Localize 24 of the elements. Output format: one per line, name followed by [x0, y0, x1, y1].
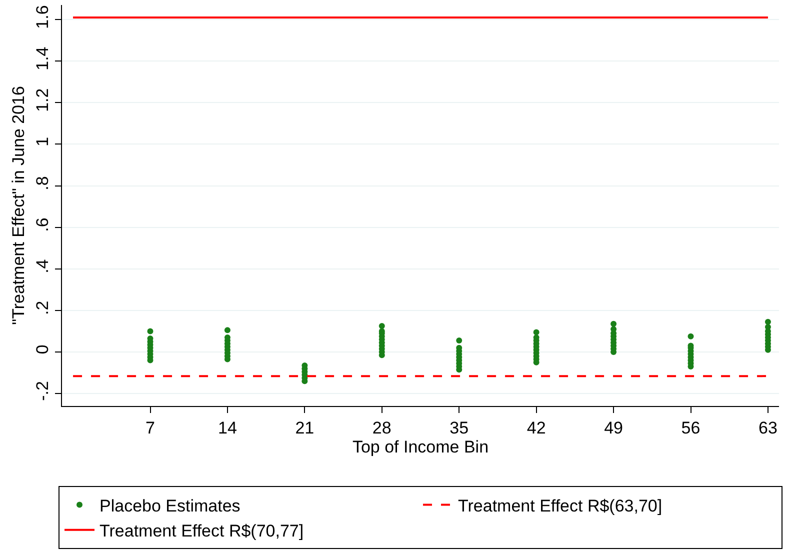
y-tick-label: .4 [33, 259, 52, 274]
y-tick-label: .2 [33, 300, 52, 315]
y-tick-label: 1.4 [33, 46, 52, 70]
x-tick-label: 42 [526, 418, 546, 438]
y-axis-title: "Treatment Effect" in June 2016 [8, 86, 28, 325]
legend-label: Treatment Effect R$(70,77] [100, 521, 304, 540]
x-tick-label: 14 [218, 418, 237, 438]
x-tick-label: 28 [372, 418, 392, 438]
y-tick-label: 0 [33, 344, 52, 354]
x-tick-label: 35 [450, 418, 469, 438]
y-tick-label: 1.2 [33, 88, 52, 112]
x-tick-label: 21 [295, 418, 314, 438]
x-axis-title: Top of Income Bin [352, 437, 489, 456]
legend-label: Treatment Effect R$(63,70] [458, 496, 662, 516]
y-tick-label: 1 [33, 136, 52, 146]
x-tick-label: 49 [604, 418, 623, 438]
y-tick-label: .8 [33, 176, 52, 190]
x-tick-label: 63 [758, 418, 778, 438]
x-tick-label: 7 [146, 418, 155, 438]
y-tick-label: .6 [33, 218, 52, 232]
y-tick-label: -.2 [33, 381, 52, 401]
y-tick-label: 1.6 [33, 5, 52, 29]
legend-label: Placebo Estimates [100, 496, 240, 516]
x-tick-label: 56 [681, 418, 700, 438]
